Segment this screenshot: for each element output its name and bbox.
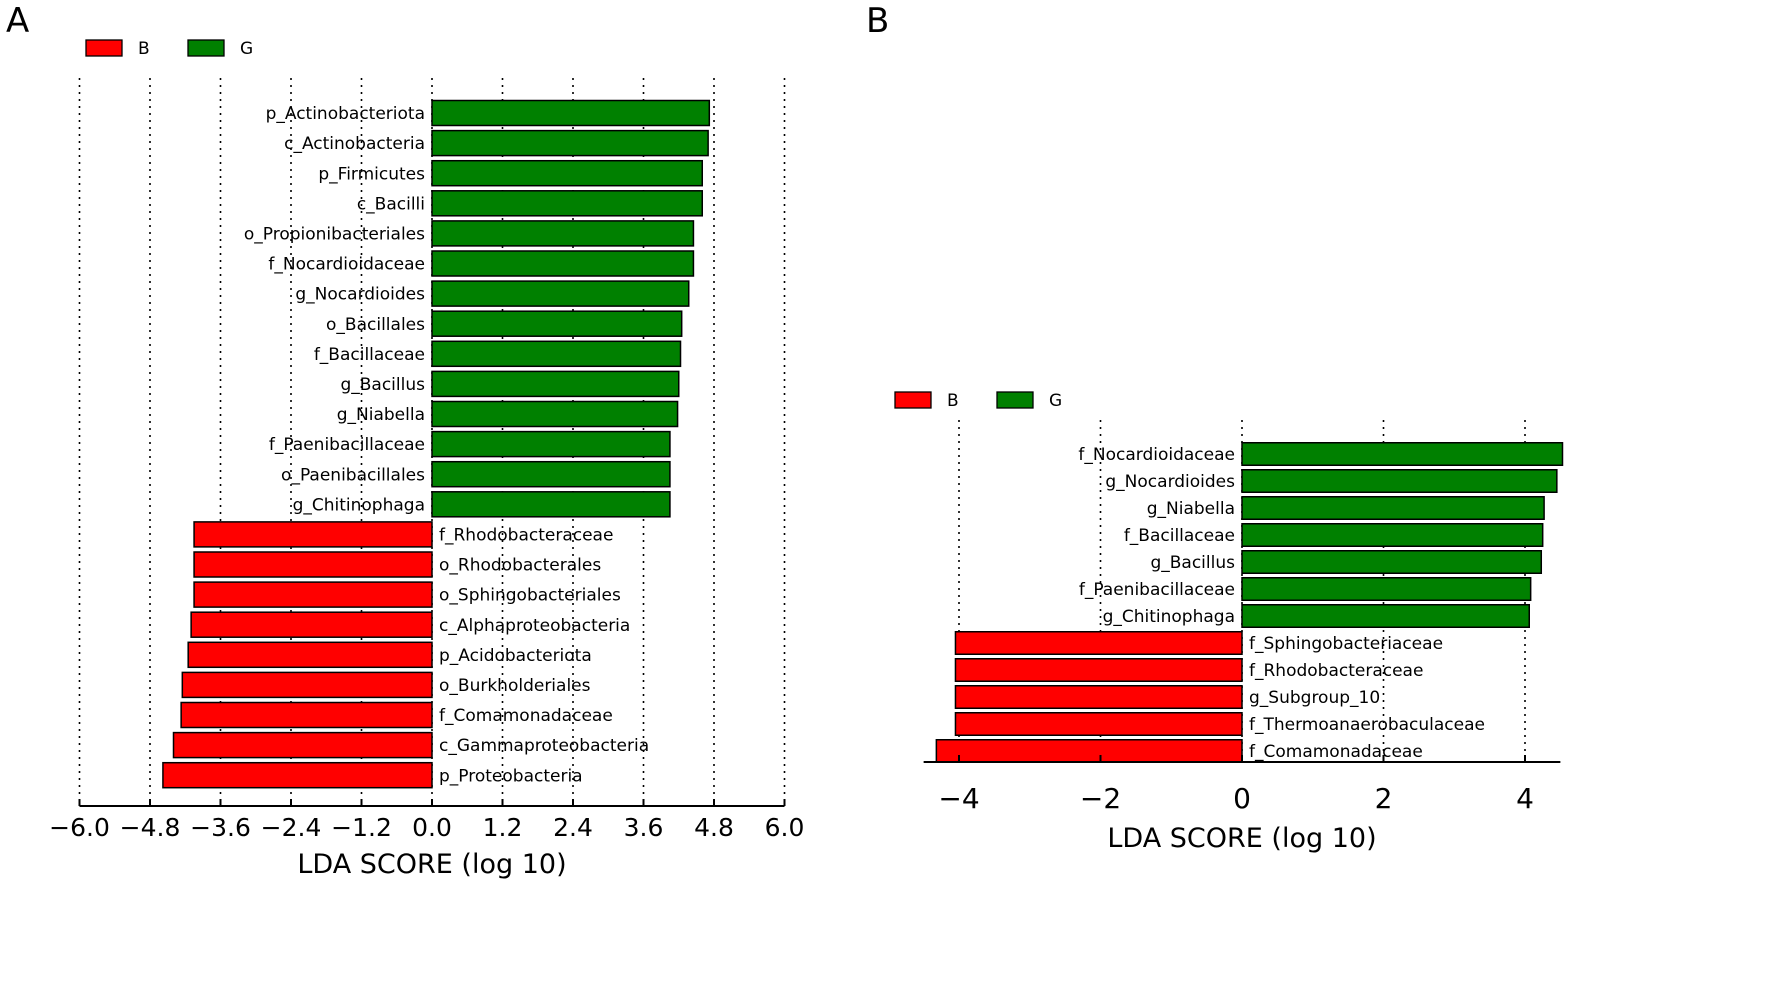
panel-a-bar-label: f_Comamonadaceae (439, 706, 613, 726)
panel-a-x-tick-label: 2.4 (553, 813, 593, 842)
panel-a-bar (162, 761, 433, 789)
panel-letter-a: A (6, 1, 30, 41)
panel-a-bar (431, 220, 695, 247)
panel-a-bar-label: f_Bacillaceae (314, 345, 425, 365)
panel-b-bar-label: f_Paenibacillaceae (1079, 580, 1235, 600)
panel-a-bar (431, 190, 703, 217)
panel-a-bar-label: p_Proteobacteria (439, 766, 583, 786)
panel-a-bar (431, 250, 695, 277)
panel-b-x-tick-label: 2 (1375, 782, 1393, 815)
panel-b-bar (954, 685, 1243, 709)
panel-a-bar (431, 340, 682, 368)
panel-a-bar (431, 129, 709, 157)
panel-b-x-tick-label: 4 (1516, 782, 1534, 815)
panel-a-bar (431, 460, 671, 488)
panel-b-bar-label: g_Bacillus (1150, 553, 1235, 573)
panel-a-bar (172, 731, 433, 759)
panel-a-bar-label: o_Burkholderiales (439, 676, 591, 696)
panel-a-bar-label: c_Alphaproteobacteria (439, 616, 630, 636)
panel-a-x-tick-label: 6.0 (765, 813, 805, 842)
panel-a-x-tick-label: 4.8 (694, 813, 734, 842)
panel-b-x-tick-label: −2 (1080, 782, 1121, 815)
panel-a-bar-label: f_Paenibacillaceae (269, 435, 425, 455)
panel-b-bar (1241, 496, 1545, 520)
panel-a-bar-label: o_Rhodobacterales (439, 556, 601, 576)
panel-b-bar-label: g_Chitinophaga (1103, 607, 1235, 627)
panel-b-x-axis-label: LDA SCORE (log 10) (1107, 823, 1376, 854)
panel-a-bar (193, 521, 433, 548)
panel-a-x-tick-label: 3.6 (624, 813, 664, 842)
panel-a-bar (187, 641, 433, 669)
panel-b-bar-label: f_Bacillaceae (1124, 526, 1235, 546)
panel-a-bar-label: p_Acidobacteriota (439, 646, 592, 666)
panel-a-bar-label: g_Bacillus (340, 375, 425, 395)
panel-a-x-tick-label: −6.0 (49, 813, 110, 842)
panel-a-bar (431, 280, 690, 307)
panel-a-x-tick-label: −4.8 (120, 813, 181, 842)
panel-a-bar (431, 430, 671, 458)
panel-a-legend-label-b: B (138, 39, 150, 59)
panel-b-bar (1241, 550, 1543, 574)
panel-a-x-axis-label: LDA SCORE (log 10) (297, 849, 566, 880)
panel-a-bar (181, 671, 433, 699)
panel-b-bar (954, 658, 1243, 682)
panel-b-bar (1241, 442, 1564, 466)
panel-b-legend-label-b: B (947, 391, 959, 411)
panel-b-bar-label: g_Subgroup_10 (1249, 688, 1380, 708)
panel-b-bar (1241, 577, 1532, 601)
panel-a-x-tick-label: −2.4 (261, 813, 322, 842)
panel-a-x-tick-label: 1.2 (483, 813, 523, 842)
panel-b-bar-label: f_Sphingobacteriaceae (1249, 634, 1443, 654)
panel-a-bar (431, 491, 671, 518)
panel-a-bar (180, 701, 433, 729)
panel-a-bar-label: c_Actinobacteria (284, 134, 425, 154)
panel-a-legend-label-g: G (240, 39, 253, 59)
panel-b-bar-label: f_Comamonadaceae (1249, 742, 1423, 762)
panel-a-x-tick-label: −1.2 (331, 813, 392, 842)
panel-a-bar-label: c_Bacilli (357, 194, 425, 214)
panel-b-bar-label: g_Niabella (1147, 499, 1235, 519)
panel-a-bar-label: f_Rhodobacteraceae (439, 526, 613, 546)
panel-a-bar (431, 99, 711, 127)
panel-a-bar-label: p_Actinobacteriota (266, 104, 425, 124)
panel-a-bar-label: o_Paenibacillales (281, 465, 425, 485)
panel-a-bar (193, 551, 433, 578)
panel-a-bar-label: o_Sphingobacteriales (439, 586, 621, 606)
panel-a-bar-label: o_Bacillales (326, 315, 425, 335)
panel-a-bar-label: o_Propionibacteriales (244, 225, 425, 245)
panel-a-bar (431, 400, 679, 428)
panel-a-legend-swatch-g (187, 39, 225, 57)
panel-a-bar (431, 159, 703, 187)
panel-b-legend-swatch-b (894, 391, 932, 409)
panel-letter-b: B (866, 1, 890, 41)
panel-b-legend-label-g: G (1049, 391, 1062, 411)
panel-b-bar (954, 712, 1243, 736)
panel-a-bar (431, 370, 680, 398)
panel-b-bar (1241, 469, 1558, 493)
panel-a-bar (190, 611, 433, 638)
panel-a-bar (431, 310, 683, 337)
panel-a-legend-swatch-b (85, 39, 123, 57)
panel-a-bar-label: g_Chitinophaga (293, 495, 425, 515)
panel-a-bar-label: f_Nocardioidaceae (268, 255, 425, 275)
panel-b-bar-label: f_Nocardioidaceae (1078, 445, 1235, 465)
panel-a-x-tick-label: 0.0 (412, 813, 452, 842)
panel-a-bar-label: c_Gammaproteobacteria (439, 736, 649, 756)
panel-a-bar (193, 581, 433, 608)
panel-b-bar-label: f_Thermoanaerobaculaceae (1249, 715, 1485, 735)
panel-b-bar (954, 631, 1243, 655)
panel-b-bar-label: f_Rhodobacteraceae (1249, 661, 1423, 681)
panel-a-bar-label: p_Firmicutes (318, 164, 425, 184)
panel-b-bar (1241, 523, 1544, 547)
panel-b-x-tick-label: 0 (1233, 782, 1251, 815)
panel-a-x-tick-label: −3.6 (190, 813, 251, 842)
panel-b-bar (1241, 604, 1530, 628)
panel-b-bar (935, 739, 1243, 763)
panel-b-bar-label: g_Nocardioides (1105, 472, 1235, 492)
panel-a-bar-label: g_Nocardioides (295, 285, 425, 305)
panel-a-bar-label: g_Niabella (337, 405, 425, 425)
panel-b-x-tick-label: −4 (938, 782, 979, 815)
panel-b-legend-swatch-g (996, 391, 1034, 409)
